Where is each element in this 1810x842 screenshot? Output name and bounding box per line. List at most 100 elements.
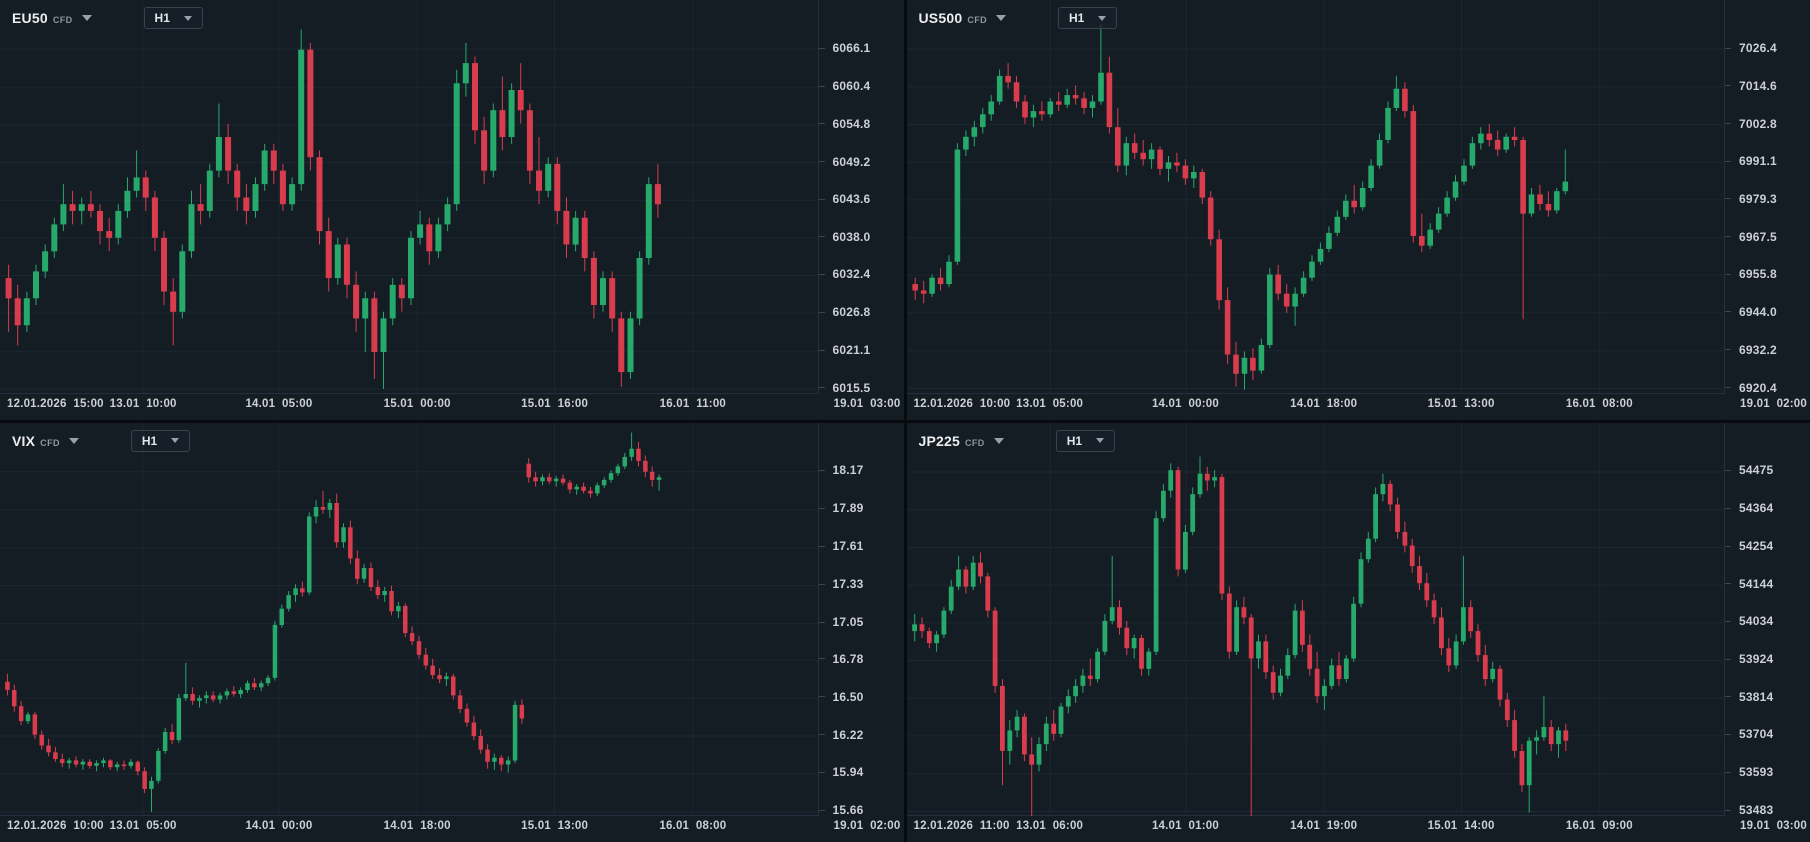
- axis-tick-mark: [1725, 734, 1731, 735]
- chevron-down-icon: [184, 16, 192, 21]
- price-tick-label: 16.22: [819, 728, 904, 742]
- price-axis[interactable]: 7026.47014.67002.86991.16979.36967.56955…: [1725, 0, 1810, 394]
- time-tick-label: 19.01 03:00: [834, 398, 901, 410]
- time-tick-label: 19.01 02:00: [1740, 398, 1807, 410]
- time-tick-label: 15.01 14:00: [1428, 820, 1495, 832]
- timeframe-selector[interactable]: H1: [131, 430, 190, 452]
- axis-tick-mark: [819, 508, 825, 509]
- timeframe-selector[interactable]: H1: [144, 7, 203, 29]
- price-tick-label: 54475: [1725, 463, 1810, 477]
- time-tick-label: 13.01 06:00: [1016, 820, 1083, 832]
- time-tick-label: 15.01 13:00: [521, 820, 588, 832]
- axis-tick-mark: [819, 772, 825, 773]
- candlestick-canvas[interactable]: [0, 0, 818, 393]
- time-axis[interactable]: 12.01.2026 15:0013.01 10:0014.01 05:0015…: [0, 394, 904, 420]
- axis-tick-mark: [1725, 123, 1731, 124]
- time-tick-label: 12.01.2026 10:00: [7, 820, 104, 832]
- time-tick-label: 14.01 18:00: [384, 820, 451, 832]
- time-tick-label: 16.01 09:00: [1566, 820, 1633, 832]
- time-tick-label: 14.01 19:00: [1290, 820, 1357, 832]
- price-tick-label: 6955.8: [1725, 267, 1810, 281]
- time-tick-label: 16.01 08:00: [1566, 398, 1633, 410]
- chevron-down-icon: [171, 438, 179, 443]
- price-tick-label: 53814: [1725, 690, 1810, 704]
- timeframe-selector[interactable]: H1: [1056, 430, 1115, 452]
- axis-tick-mark: [819, 86, 825, 87]
- price-tick-label: 6932.2: [1725, 343, 1810, 357]
- axis-tick-mark: [819, 161, 825, 162]
- time-tick-label: 14.01 05:00: [245, 398, 312, 410]
- axis-tick-mark: [1725, 85, 1731, 86]
- symbol-selector[interactable]: VIX CFD: [12, 433, 79, 449]
- price-tick-label: 53924: [1725, 652, 1810, 666]
- timeframe-selector[interactable]: H1: [1058, 7, 1117, 29]
- time-tick-label: 15.01 00:00: [384, 398, 451, 410]
- price-tick-label: 18.17: [819, 463, 904, 477]
- price-axis[interactable]: 18.1717.8917.6117.3317.0516.7816.5016.22…: [819, 423, 904, 817]
- time-tick-label: 13.01 05:00: [110, 820, 177, 832]
- axis-tick-mark: [819, 48, 825, 49]
- time-axis[interactable]: 12.01.2026 10:00 13.01 05:00 14.01 00:00 14…: [0, 816, 904, 842]
- symbol-selector[interactable]: EU50 CFD: [12, 10, 92, 26]
- axis-tick-mark: [819, 584, 825, 585]
- axis-tick-mark: [1725, 810, 1731, 811]
- price-tick-label: 54144: [1725, 577, 1810, 591]
- price-tick-label: 7002.8: [1725, 117, 1810, 131]
- price-tick-label: 54034: [1725, 614, 1810, 628]
- axis-tick-mark: [819, 199, 825, 200]
- candlestick-canvas[interactable]: [0, 423, 818, 816]
- axis-tick-mark: [1725, 274, 1731, 275]
- price-tick-label: 6060.4: [819, 79, 904, 93]
- timeframe-label: H1: [142, 434, 157, 448]
- axis-tick-mark: [1725, 387, 1731, 388]
- candlestick-canvas[interactable]: [907, 423, 1725, 816]
- chart-pane-vix: VIX CFD H1 18.1717.8917.6117.3317.0516.7…: [0, 423, 904, 842]
- pane-header: US500 CFD H1: [919, 7, 1118, 29]
- candlestick-plot[interactable]: [0, 423, 819, 817]
- candlestick-canvas[interactable]: [907, 0, 1725, 393]
- time-tick-label: 16.01 11:00: [660, 398, 726, 410]
- axis-tick-mark: [819, 236, 825, 237]
- time-tick-label: 19.01 03:00: [1740, 820, 1807, 832]
- time-tick-label: 14.01 00:00: [245, 820, 312, 832]
- chevron-down-icon: [1096, 438, 1104, 443]
- price-axis[interactable]: 5447554364542545414454034539245381453704…: [1725, 423, 1810, 817]
- time-tick-label: 12.01.2026 10:00: [914, 398, 1011, 410]
- symbol-selector[interactable]: US500 CFD: [919, 10, 1007, 26]
- instrument-type-label: CFD: [40, 438, 60, 448]
- price-tick-label: 6944.0: [1725, 305, 1810, 319]
- symbol-selector[interactable]: JP225 CFD: [919, 433, 1004, 449]
- price-tick-label: 7014.6: [1725, 79, 1810, 93]
- instrument-type-label: CFD: [967, 15, 987, 25]
- candlestick-plot[interactable]: [0, 0, 819, 394]
- axis-tick-mark: [819, 123, 825, 124]
- chevron-down-icon: [1098, 16, 1106, 21]
- candlestick-plot[interactable]: [907, 0, 1726, 394]
- time-tick-label: 14.01 01:00: [1152, 820, 1219, 832]
- time-tick-label: 12.01.2026 11:00: [914, 820, 1010, 832]
- price-tick-label: 6066.1: [819, 41, 904, 55]
- chevron-down-icon: [82, 15, 92, 21]
- time-tick-label: 19.01 02:00: [834, 820, 901, 832]
- axis-tick-mark: [1725, 161, 1731, 162]
- chart-pane-us500: US500 CFD H1 7026.47014.67002.86991.1697…: [907, 0, 1810, 420]
- axis-tick-mark: [819, 274, 825, 275]
- time-axis[interactable]: 12.01.2026 11:00 13.01 06:00 14.01 01:00 14…: [907, 816, 1810, 842]
- axis-tick-mark: [1725, 621, 1731, 622]
- price-tick-label: 7026.4: [1725, 41, 1810, 55]
- candlestick-plot[interactable]: [907, 423, 1726, 817]
- axis-tick-mark: [819, 546, 825, 547]
- time-tick-label: 14.01 18:00: [1290, 398, 1357, 410]
- price-tick-label: 6038.0: [819, 230, 904, 244]
- axis-tick-mark: [1725, 508, 1731, 509]
- time-tick-label: 16.01 08:00: [659, 820, 726, 832]
- axis-tick-mark: [819, 312, 825, 313]
- price-tick-label: 17.61: [819, 539, 904, 553]
- axis-tick-mark: [819, 622, 825, 623]
- timeframe-label: H1: [1067, 434, 1082, 448]
- symbol-label: US500: [919, 10, 963, 26]
- time-axis[interactable]: 12.01.2026 10:0013.01 05:0014.01 00:0014…: [907, 394, 1810, 420]
- price-axis[interactable]: 6066.16060.46054.86049.26043.66038.06032…: [819, 0, 904, 394]
- time-tick-label: 14.01 00:00: [1152, 398, 1219, 410]
- time-tick-label: 12.01.2026 15:00: [7, 398, 104, 410]
